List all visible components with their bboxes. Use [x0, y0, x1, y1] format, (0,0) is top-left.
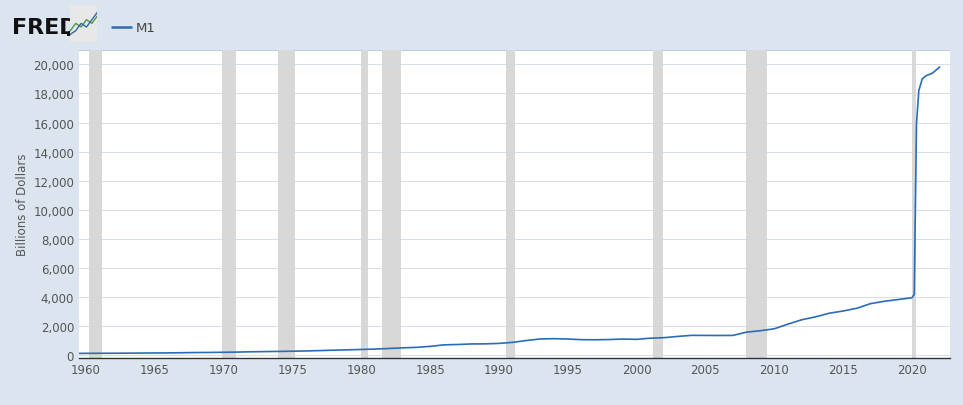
- Text: .: .: [65, 21, 73, 40]
- Bar: [745, 51, 768, 358]
- Bar: [653, 51, 663, 358]
- Text: FRED: FRED: [12, 18, 77, 38]
- Bar: [222, 51, 236, 358]
- Text: M1: M1: [136, 22, 156, 35]
- Bar: [90, 51, 102, 358]
- Bar: [361, 51, 368, 358]
- Bar: [382, 51, 402, 358]
- Bar: [277, 51, 295, 358]
- Y-axis label: Billions of Dollars: Billions of Dollars: [16, 153, 29, 256]
- Bar: [912, 51, 917, 358]
- Bar: [506, 51, 515, 358]
